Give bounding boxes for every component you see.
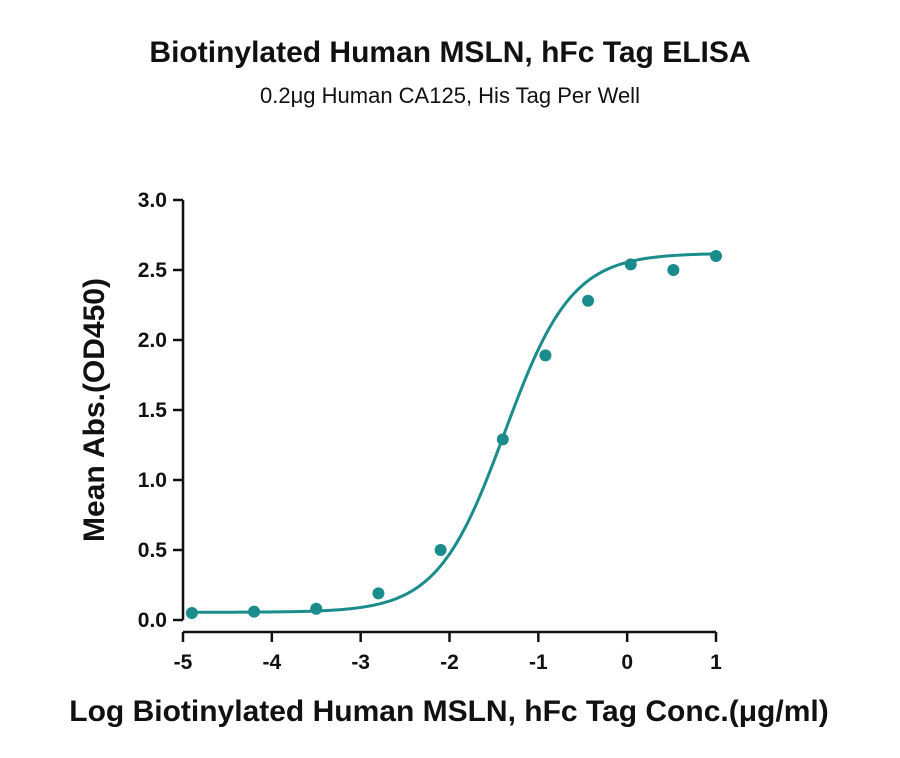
y-tick-label: 3.0 (138, 189, 167, 212)
y-tick-label: 1.0 (138, 469, 167, 492)
data-point (434, 544, 447, 556)
x-tick-label: -5 (174, 651, 193, 674)
x-tick-label: -3 (351, 651, 370, 674)
data-point (310, 602, 323, 615)
data-point (248, 605, 261, 618)
x-ticks: -5 -4 -3 -2 -1 0 1 (174, 632, 722, 674)
data-point (372, 587, 385, 600)
x-tick-label: -1 (529, 651, 548, 674)
data-point (624, 258, 637, 271)
data-point (539, 349, 552, 362)
data-point (496, 433, 509, 446)
y-tick-label: 1.5 (138, 399, 168, 422)
x-tick-label: -2 (440, 651, 459, 674)
data-point (710, 250, 722, 262)
fit-curve (191, 252, 717, 614)
chart-title: Biotinylated Human MSLN, hFc Tag ELISA (149, 36, 750, 69)
x-axis-label: Log Biotinylated Human MSLN, hFc Tag Con… (69, 695, 828, 728)
y-tick-label: 2.0 (138, 329, 167, 352)
data-points (185, 250, 722, 619)
y-tick-label: 2.5 (138, 259, 168, 282)
chart-subtitle: 0.2μg Human CA125, His Tag Per Well (260, 83, 640, 108)
y-tick-label: 0.5 (138, 539, 168, 562)
x-tick-label: -4 (262, 651, 281, 674)
y-axis-label: Mean Abs.(OD450) (78, 278, 111, 542)
data-point (185, 607, 198, 619)
data-point (582, 294, 595, 307)
x-tick-label: 0 (621, 651, 633, 674)
x-tick-label: 1 (710, 651, 722, 674)
data-point (667, 264, 680, 276)
y-ticks: 0.0 0.5 1.0 1.5 2.0 2.5 3.0 (138, 189, 183, 632)
y-tick-label: 0.0 (138, 609, 167, 632)
